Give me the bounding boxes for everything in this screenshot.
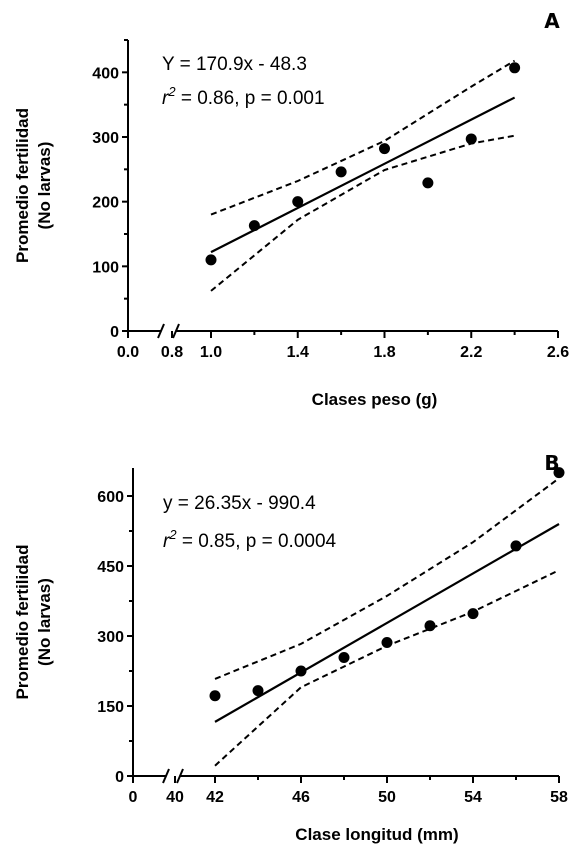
x-tick-label: 54: [464, 789, 482, 806]
x-tick-label: 0: [129, 789, 138, 806]
y-axis-label-line2: (No larvas): [35, 142, 54, 230]
x-tick-label: 1.0: [200, 344, 222, 361]
data-point: [509, 62, 521, 74]
chart-panel-b: 0 150 300 450 600 0 40 42 46 50 54 58 y = 26.35x - 9…: [13, 451, 568, 844]
y-tick-label: 450: [97, 559, 124, 576]
y-tick-label: 100: [92, 259, 119, 276]
data-point: [292, 196, 304, 208]
chart-panel-a: 0 100 200 300 400 0.0 0.8 1.0 1.4 1.8 2.2 2.6 Y = 17…: [13, 9, 569, 409]
x-tick-label: 1.4: [287, 344, 309, 361]
y-axis-label-line1: Promedio fertilidad: [13, 545, 32, 700]
axis-break-mark: [172, 323, 180, 339]
y-tick-label: 0: [110, 324, 119, 341]
data-point: [510, 540, 522, 552]
data-point: [209, 690, 221, 702]
x-tick-label: 40: [166, 789, 184, 806]
data-point: [379, 143, 390, 155]
y-axis-label-line1: Promedio fertilidad: [13, 108, 32, 263]
data-point: [467, 608, 479, 620]
regression-line: [210, 96, 516, 254]
r-squared-rest: = 0.86, p = 0.001: [176, 88, 325, 109]
axis-break-mark: [162, 768, 170, 784]
data-point: [424, 620, 436, 632]
y-tick-label: 300: [97, 629, 124, 646]
axis-break-mark: [176, 768, 184, 784]
r-superscript: 2: [167, 84, 176, 99]
y-tick-label: 600: [97, 489, 124, 506]
x-tick-label: 0.0: [117, 344, 139, 361]
r-symbol: r: [162, 88, 169, 109]
x-tick-label: 1.8: [373, 344, 395, 361]
x-tick-label: 2.2: [460, 344, 482, 361]
x-tick-label: 42: [206, 789, 224, 806]
ci-upper-line: [214, 477, 560, 680]
data-point: [205, 254, 217, 266]
y-tick-label: 150: [97, 699, 124, 716]
r-squared-rest: = 0.85, p = 0.0004: [177, 531, 337, 552]
x-tick-label: 2.6: [547, 344, 569, 361]
r-squared-annotation: r2 = 0.85, p = 0.0004: [163, 527, 337, 552]
data-point: [553, 467, 565, 479]
data-point: [422, 177, 434, 189]
r-symbol: r: [163, 531, 170, 552]
x-axis-label: Clases peso (g): [312, 390, 438, 409]
data-point: [338, 651, 350, 663]
ci-upper-line: [210, 59, 516, 216]
r-squared-annotation: r2 = 0.86, p = 0.001: [162, 84, 325, 109]
panel-letter: A: [544, 9, 560, 33]
ci-lower-line: [214, 569, 560, 767]
regression-line: [214, 523, 560, 723]
regression-equation: Y = 170.9x - 48.3: [162, 54, 307, 75]
x-tick-label: 58: [550, 789, 568, 806]
y-axis-label: Promedio fertilidad (No larvas): [13, 108, 54, 263]
y-tick-label: 0: [115, 769, 124, 786]
x-tick-label: 50: [378, 789, 396, 806]
x-tick-label: 46: [292, 789, 310, 806]
axis-break-mark: [157, 323, 165, 339]
data-point: [465, 133, 477, 145]
data-point: [295, 665, 307, 677]
regression-equation: y = 26.35x - 990.4: [163, 493, 316, 514]
y-axis-label-line2: (No larvas): [35, 578, 54, 666]
y-tick-label: 300: [92, 130, 119, 147]
data-point: [381, 637, 393, 649]
r-superscript: 2: [168, 527, 177, 542]
data-point: [335, 166, 347, 178]
data-point: [252, 685, 264, 697]
x-tick-label: 0.8: [161, 344, 183, 361]
panel-letter: B: [544, 451, 559, 475]
ci-lower-line: [210, 134, 515, 292]
y-tick-label: 400: [92, 65, 119, 82]
y-tick-label: 200: [92, 195, 119, 212]
x-axis-label: Clase longitud (mm): [295, 825, 458, 844]
data-point: [248, 220, 260, 232]
y-axis-label: Promedio fertilidad (No larvas): [13, 545, 54, 700]
